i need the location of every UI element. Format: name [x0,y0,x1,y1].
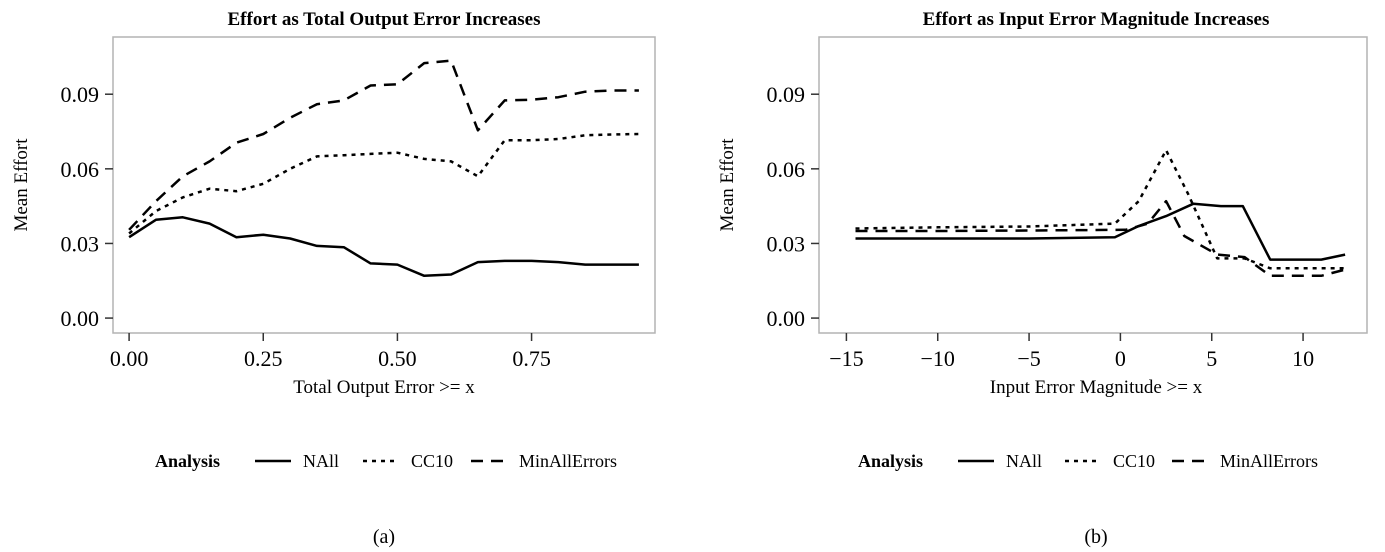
legend-label-cc10: CC10 [1113,451,1155,471]
legend-label-nall: NAll [303,451,339,471]
y-axis-label: Mean Effort [717,138,738,232]
y-axis: 0.00 0.03 0.06 0.09 [767,82,819,331]
plot-border [818,36,1368,334]
y-tick-label: 0.03 [61,231,100,256]
y-tick-label: 0.09 [61,82,100,107]
y-tick-label: 0.06 [767,157,806,182]
legend-title: Analysis [155,451,220,471]
series-line-minallerrors [855,199,1346,278]
y-tick-label: 0.03 [767,231,806,256]
legend-label-minallerrors: MinAllErrors [519,451,617,471]
series-line-cc10 [855,148,1346,270]
chart-panel-a: Effort as Total Output Error Increases 0… [11,9,656,548]
series-line-nall [128,216,639,278]
chart-title: Effort as Input Error Magnitude Increase… [923,9,1270,30]
series-group [128,59,639,278]
series-group [855,148,1346,278]
legend: Analysis NAll CC10 MinAllErrors [155,451,617,471]
series-line-nall [855,202,1346,261]
legend-title: Analysis [858,451,923,471]
y-tick-label: 0.00 [61,306,100,331]
y-tick-label: 0.06 [61,157,100,182]
x-axis: 0.00 0.25 0.50 0.75 [110,333,551,371]
legend: Analysis NAll CC10 MinAllErrors [858,451,1318,471]
x-tick-label: 5 [1206,346,1217,371]
x-tick-label: 0.50 [378,346,417,371]
x-axis-label: Input Error Magnitude >= x [990,377,1203,398]
x-tick-label: 0.00 [110,346,149,371]
chart-panel-b: Effort as Input Error Magnitude Increase… [717,9,1368,548]
chart-title: Effort as Total Output Error Increases [228,9,541,30]
legend-label-minallerrors: MinAllErrors [1220,451,1318,471]
series-line-minallerrors [128,59,639,231]
legend-label-nall: NAll [1006,451,1042,471]
x-axis-label: Total Output Error >= x [293,377,475,398]
y-tick-label: 0.09 [767,82,806,107]
y-axis: 0.00 0.03 0.06 0.09 [61,82,113,331]
x-tick-label: 10 [1292,346,1314,371]
x-tick-label: 0.25 [244,346,283,371]
x-axis: −15 −10 −5 0 5 10 [829,333,1314,371]
legend-label-cc10: CC10 [411,451,453,471]
y-axis-label: Mean Effort [11,138,32,232]
caption: (a) [373,526,395,548]
caption: (b) [1084,526,1107,548]
x-tick-label: 0.75 [512,346,551,371]
x-tick-label: −15 [829,346,863,371]
series-line-cc10 [128,132,639,235]
x-tick-label: 0 [1115,346,1126,371]
x-tick-label: −10 [921,346,955,371]
y-tick-label: 0.00 [767,306,806,331]
x-tick-label: −5 [1017,346,1040,371]
plot-border [112,36,656,334]
